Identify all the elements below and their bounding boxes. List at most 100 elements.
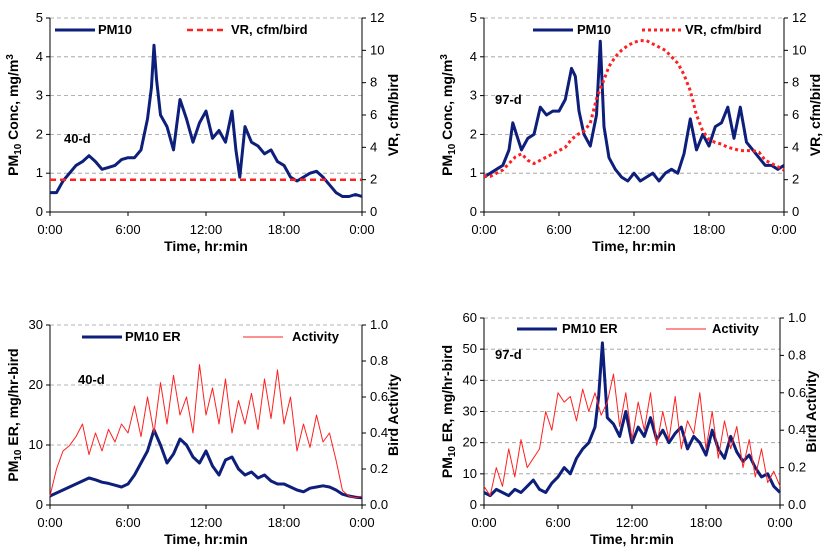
y-right-tick-label: 8 bbox=[370, 75, 377, 90]
x-axis-label: Time, hr:min bbox=[164, 531, 248, 547]
legend-label-secondary: Activity bbox=[292, 329, 340, 344]
y-left-tick-label: 20 bbox=[463, 435, 477, 450]
y-left-tick-label: 60 bbox=[463, 310, 477, 325]
x-tick-label: 18:00 bbox=[693, 222, 726, 237]
y-left-tick-label: 50 bbox=[463, 341, 477, 356]
y-right-tick-label: 0.6 bbox=[788, 385, 806, 400]
y-left-tick-label: 3 bbox=[36, 88, 43, 103]
y-right-axis-label: Bird Activity bbox=[385, 374, 401, 456]
x-tick-label: 0:00 bbox=[37, 222, 62, 237]
y-left-tick-label: 10 bbox=[29, 437, 43, 452]
y-right-tick-label: 0.4 bbox=[788, 422, 806, 437]
x-tick-label: 18:00 bbox=[268, 222, 301, 237]
y-left-tick-label: 4 bbox=[36, 49, 43, 64]
age-annotation: 40-d bbox=[78, 372, 105, 387]
series-line-primary bbox=[49, 428, 363, 500]
y-right-tick-label: 0.2 bbox=[788, 460, 806, 475]
y-right-tick-label: 4 bbox=[792, 139, 799, 154]
y-left-axis-label: PM10 ER, mg/hr-bird bbox=[5, 348, 24, 481]
x-tick-label: 0:00 bbox=[349, 515, 374, 530]
y-right-tick-label: 0 bbox=[792, 204, 799, 219]
legend-label-secondary: VR, cfm/bird bbox=[685, 22, 762, 37]
y-right-tick-label: 0 bbox=[370, 204, 377, 219]
x-tick-label: 0:00 bbox=[471, 222, 496, 237]
y-right-tick-label: 12 bbox=[792, 10, 806, 25]
x-tick-label: 12:00 bbox=[190, 222, 223, 237]
x-tick-label: 18:00 bbox=[268, 515, 301, 530]
y-left-tick-label: 30 bbox=[463, 404, 477, 419]
legend-label-primary: PM10 bbox=[577, 22, 611, 37]
y-right-tick-label: 0.8 bbox=[370, 353, 388, 368]
legend-label-primary: PM10 ER bbox=[125, 329, 181, 344]
y-right-tick-label: 0.0 bbox=[788, 497, 806, 512]
x-tick-label: 12:00 bbox=[190, 515, 223, 530]
x-tick-label: 0:00 bbox=[767, 515, 792, 530]
x-tick-label: 0:00 bbox=[349, 222, 374, 237]
y-right-tick-label: 1.0 bbox=[788, 310, 806, 325]
y-left-tick-label: 2 bbox=[470, 126, 477, 141]
legend-label-primary: PM10 ER bbox=[562, 321, 618, 336]
age-annotation: 40-d bbox=[64, 131, 91, 146]
y-right-tick-label: 10 bbox=[792, 42, 806, 57]
y-right-tick-label: 8 bbox=[792, 75, 799, 90]
y-right-axis-label: VR, cfm/bird bbox=[385, 74, 401, 156]
series-line-primary bbox=[483, 39, 785, 183]
y-right-tick-label: 4 bbox=[370, 139, 377, 154]
x-tick-label: 12:00 bbox=[618, 222, 651, 237]
x-tick-label: 0:00 bbox=[37, 515, 62, 530]
y-left-tick-label: 1 bbox=[470, 165, 477, 180]
y-left-axis-label: PM10 Conc, mg/m3 bbox=[5, 54, 24, 176]
y-left-tick-label: 5 bbox=[36, 10, 43, 25]
y-right-axis-label: VR, cfm/bird bbox=[807, 74, 823, 156]
x-axis-label: Time, hr:min bbox=[590, 531, 674, 547]
x-axis-label: Time, hr:min bbox=[592, 238, 676, 254]
y-left-tick-label: 40 bbox=[463, 372, 477, 387]
series-line-secondary bbox=[483, 373, 781, 497]
y-left-tick-label: 30 bbox=[29, 317, 43, 332]
series-line-secondary bbox=[484, 39, 785, 178]
legend-label-secondary: VR, cfm/bird bbox=[231, 22, 308, 37]
age-annotation: 97-d bbox=[495, 347, 522, 362]
y-right-tick-label: 0.2 bbox=[370, 461, 388, 476]
y-left-tick-label: 2 bbox=[36, 126, 43, 141]
y-right-tick-label: 0.8 bbox=[788, 347, 806, 362]
series-line-secondary bbox=[49, 364, 363, 499]
y-left-tick-label: 0 bbox=[470, 204, 477, 219]
y-right-tick-label: 1.0 bbox=[370, 317, 388, 332]
x-axis-label: Time, hr:min bbox=[164, 238, 248, 254]
y-right-tick-label: 12 bbox=[370, 10, 384, 25]
x-tick-label: 12:00 bbox=[616, 515, 649, 530]
chart-4: 0 10 20 30 40 50 60 0.0 0.2 0.4 0.6 0.8 1.0 0:00 6:00 1… bbox=[439, 310, 819, 547]
y-right-tick-label: 6 bbox=[792, 107, 799, 122]
y-left-axis-label: PM10 Conc, mg/m3 bbox=[439, 54, 458, 176]
y-left-tick-label: 4 bbox=[470, 49, 477, 64]
y-left-tick-label: 5 bbox=[470, 10, 477, 25]
chart-3: 0 10 20 30 0.0 0.2 0.4 0.6 0.8 1.0 0:00 6:00 12:00 18… bbox=[5, 317, 401, 547]
series-line-primary bbox=[50, 43, 363, 198]
y-right-tick-label: 10 bbox=[370, 42, 384, 57]
x-tick-label: 0:00 bbox=[471, 515, 496, 530]
y-left-tick-label: 10 bbox=[463, 466, 477, 481]
y-right-tick-label: 2 bbox=[370, 172, 377, 187]
x-tick-label: 0:00 bbox=[771, 222, 796, 237]
y-right-tick-label: 2 bbox=[792, 172, 799, 187]
y-left-tick-label: 0 bbox=[36, 204, 43, 219]
age-annotation: 97-d bbox=[495, 92, 522, 107]
y-right-tick-label: 0.4 bbox=[370, 425, 388, 440]
y-left-axis-label: PM10 ER, mg/hr-bird bbox=[439, 345, 458, 478]
y-left-tick-label: 20 bbox=[29, 377, 43, 392]
y-right-tick-label: 0.0 bbox=[370, 497, 388, 512]
y-left-tick-label: 0 bbox=[36, 497, 43, 512]
x-tick-label: 18:00 bbox=[690, 515, 723, 530]
series-line-primary bbox=[483, 341, 782, 498]
legend-label-secondary: Activity bbox=[712, 321, 760, 336]
y-left-tick-label: 1 bbox=[36, 165, 43, 180]
y-left-tick-label: 0 bbox=[470, 497, 477, 512]
x-tick-label: 6:00 bbox=[115, 515, 140, 530]
x-tick-label: 6:00 bbox=[546, 222, 571, 237]
y-right-tick-label: 0.6 bbox=[370, 389, 388, 404]
legend-label-primary: PM10 bbox=[98, 22, 132, 37]
y-left-tick-label: 3 bbox=[470, 88, 477, 103]
